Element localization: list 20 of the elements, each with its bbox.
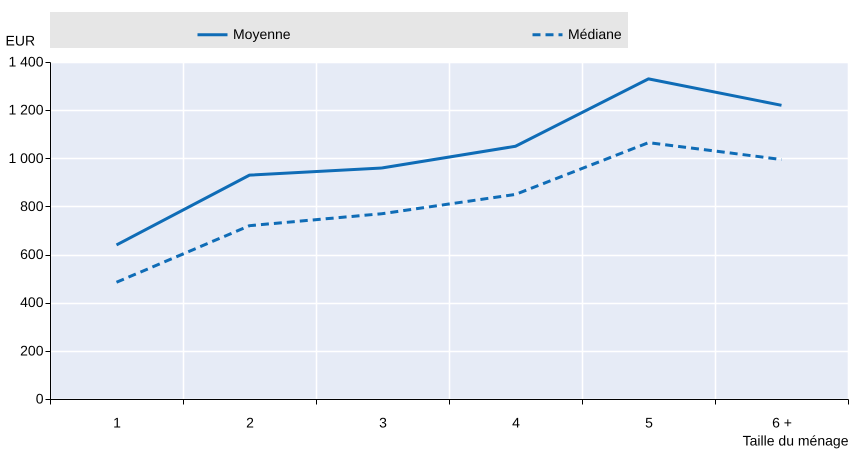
line-series: [115, 141, 783, 284]
y-axis-title: EUR: [6, 32, 36, 48]
y-tick-label: 800: [20, 198, 44, 214]
y-tick-label: 400: [20, 294, 44, 310]
x-tick-label: 5: [645, 414, 654, 430]
legend-label: Médiane: [568, 26, 622, 42]
y-tick-label: 0: [36, 390, 44, 406]
x-axis-title: Taille du ménage: [742, 432, 849, 448]
line-series: [115, 77, 783, 246]
legend-label: Moyenne: [233, 26, 291, 42]
y-tick-label: 1 000: [8, 150, 44, 166]
y-tick-label: 600: [20, 246, 44, 262]
x-tick-label: 6 +: [772, 414, 792, 430]
y-tick-label: 1 400: [8, 54, 44, 70]
x-tick-label: 2: [246, 414, 254, 430]
y-tick-label: 200: [20, 342, 44, 358]
x-tick-label: 4: [512, 414, 520, 430]
x-tick-label: 1: [113, 414, 122, 430]
x-tick-label: 3: [379, 414, 388, 430]
y-tick-label: 1 200: [8, 102, 44, 118]
